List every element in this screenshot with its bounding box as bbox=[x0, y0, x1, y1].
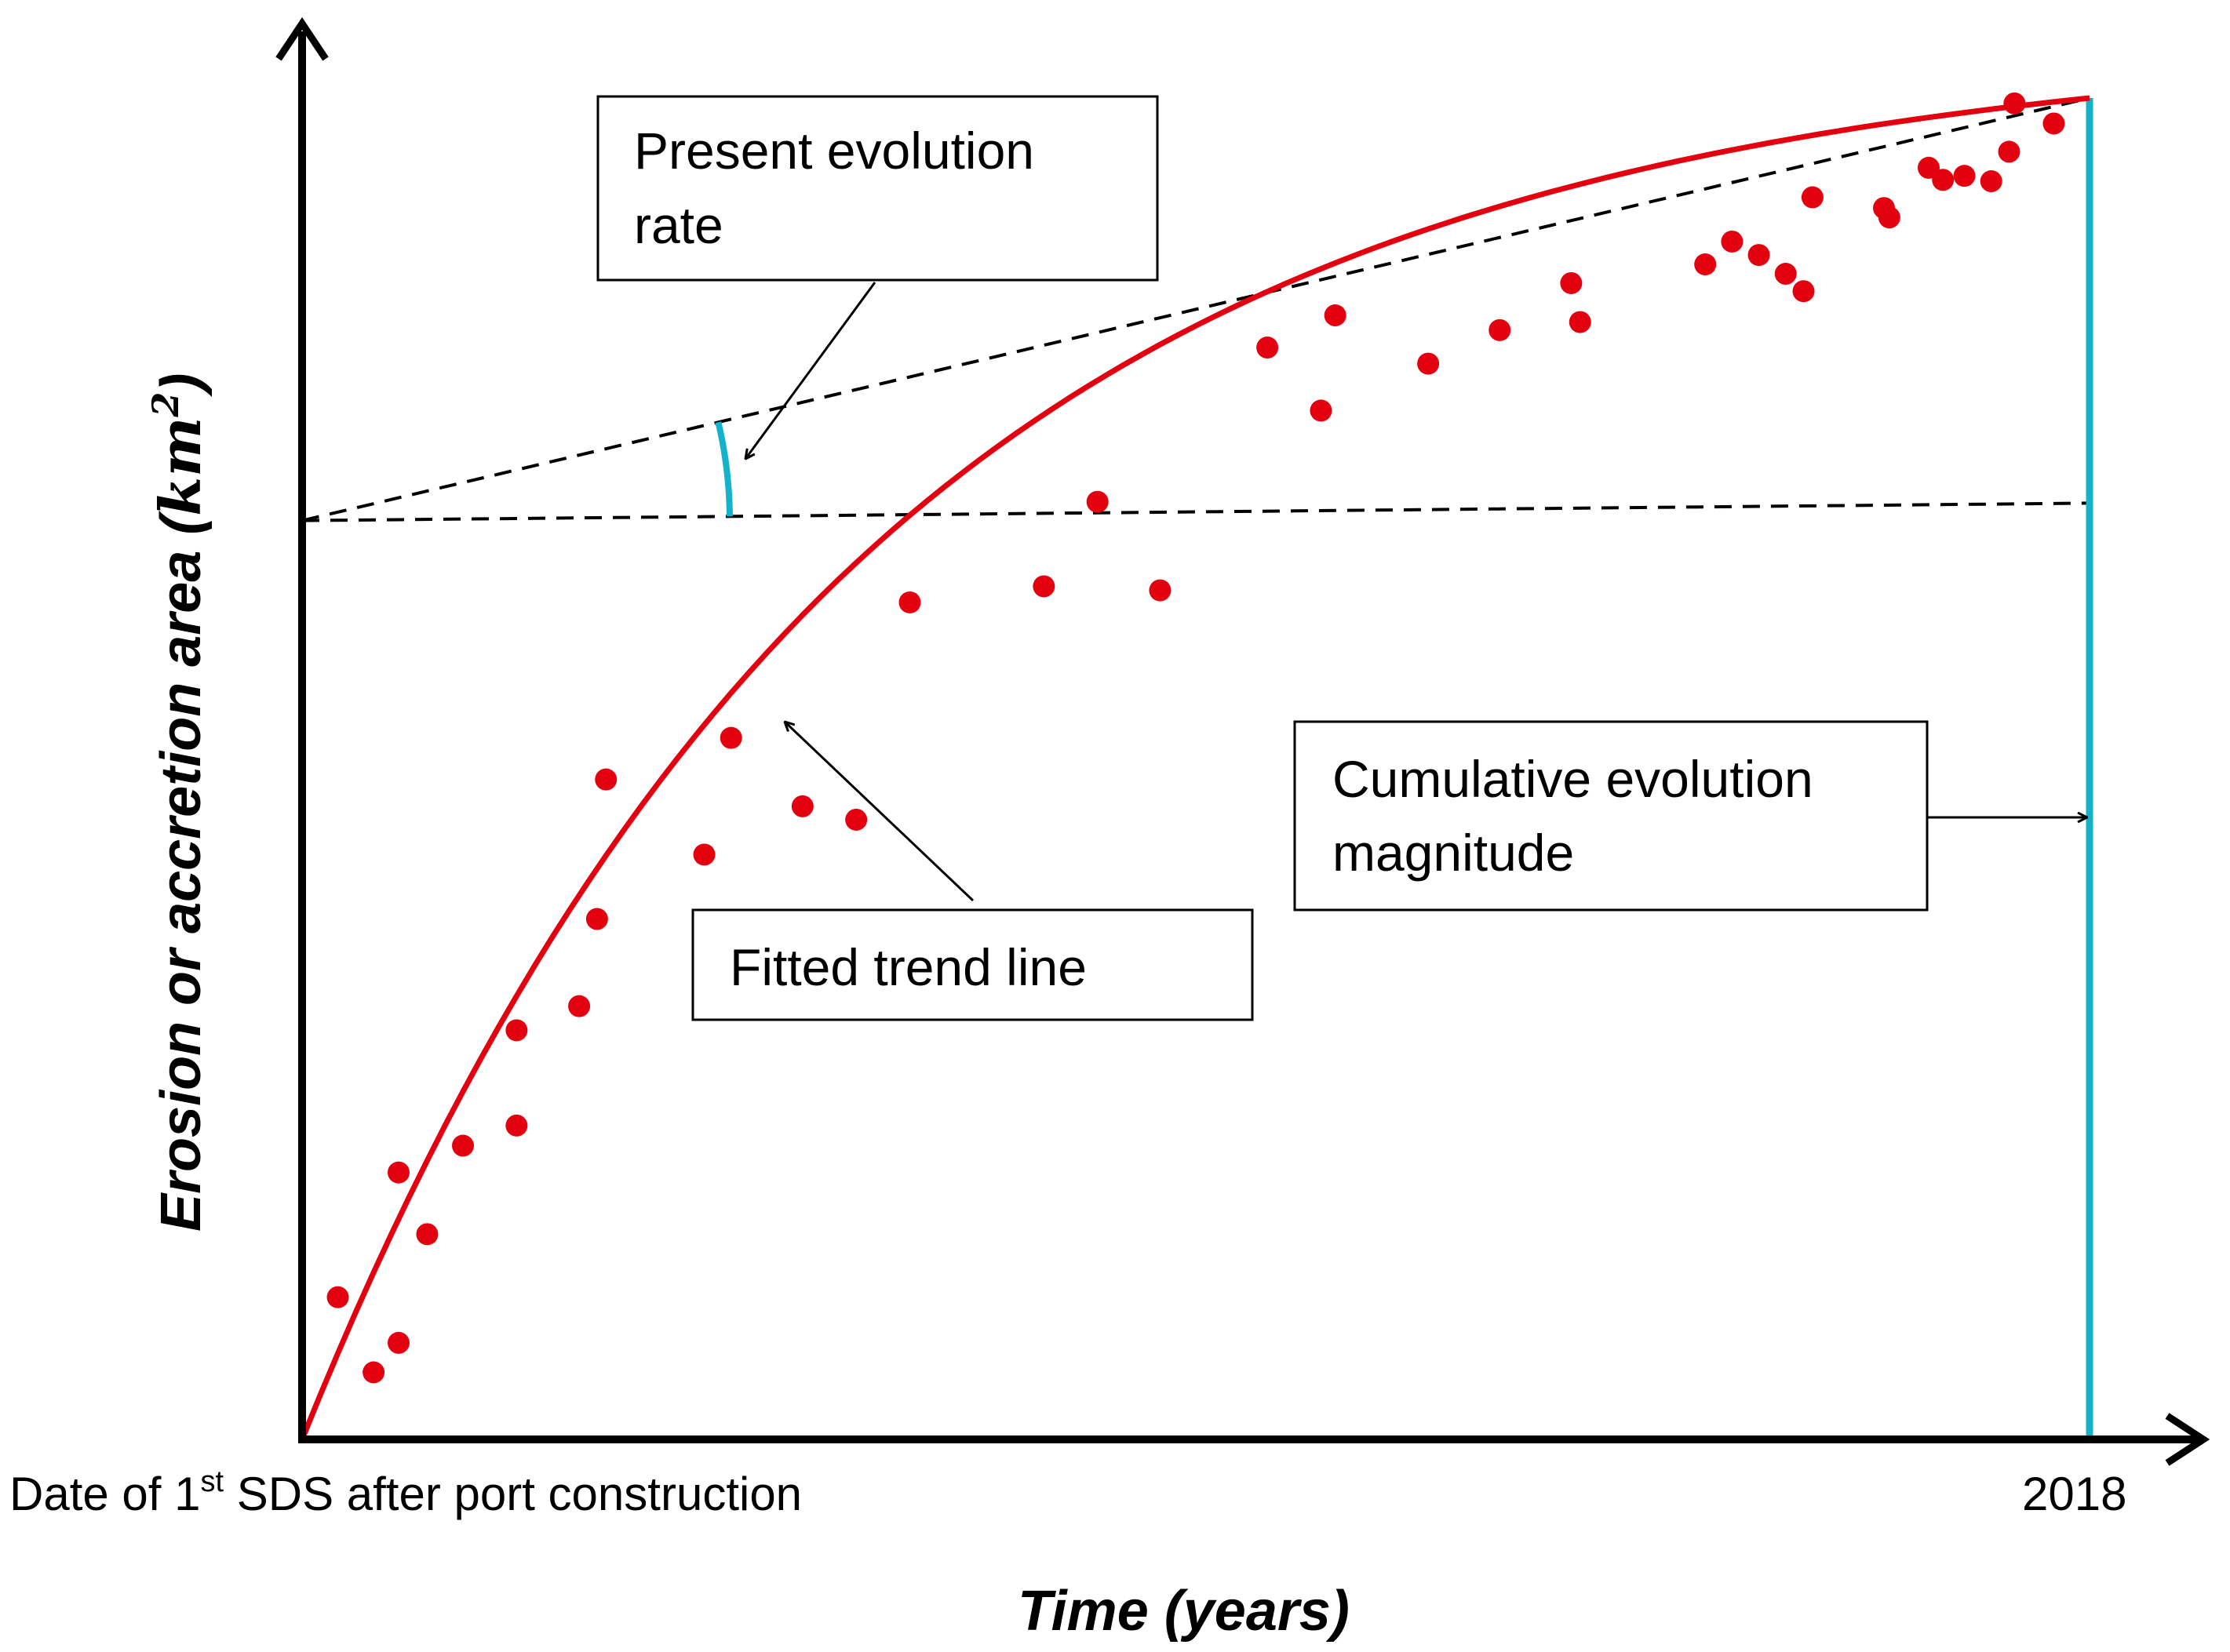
x-tick-start-sup: st bbox=[201, 1465, 224, 1498]
horizontal-reference-dashed-line bbox=[301, 501, 2090, 522]
x-tick-start-prefix: Date of 1 bbox=[9, 1468, 201, 1520]
observation-point bbox=[1917, 156, 1940, 179]
observation-point bbox=[568, 995, 591, 1017]
present-rate-label-line1: Present evolution bbox=[634, 122, 1034, 180]
observation-point bbox=[452, 1134, 475, 1157]
observation-point bbox=[1747, 244, 1770, 267]
observation-point bbox=[1980, 170, 2002, 193]
fitted-trend-curve bbox=[299, 95, 2090, 1441]
observation-point bbox=[1310, 399, 1332, 422]
fitted-trend-label: Fitted trend line bbox=[730, 938, 1087, 996]
observation-point bbox=[2003, 92, 2026, 115]
fitted-trend-box bbox=[691, 908, 1254, 1021]
observation-point bbox=[1488, 318, 1511, 341]
fitted-trend-callout: Fitted trend line bbox=[691, 722, 1254, 1021]
present-rate-box bbox=[596, 95, 1159, 282]
observation-point bbox=[1256, 337, 1279, 359]
observation-point bbox=[1033, 575, 1055, 598]
observation-point bbox=[595, 768, 618, 791]
observation-point bbox=[1721, 230, 1744, 253]
angle-arc bbox=[715, 421, 733, 517]
y-axis-title-main: Erosion or accretion area ( bbox=[150, 511, 213, 1232]
observation-point bbox=[1932, 169, 1955, 191]
cumulative-callout: Cumulative evolution magnitude bbox=[1293, 720, 2087, 912]
y-axis-title-unit: km bbox=[147, 417, 213, 516]
observation-point bbox=[1560, 271, 1583, 294]
observation-point bbox=[720, 726, 742, 749]
observation-point bbox=[1792, 280, 1815, 303]
x-axis-arrowhead bbox=[2165, 1413, 2210, 1466]
observation-point bbox=[388, 1331, 410, 1354]
observation-point bbox=[1149, 579, 1171, 602]
observation-point bbox=[845, 808, 868, 831]
observation-point bbox=[1569, 311, 1591, 333]
axes bbox=[275, 16, 2210, 1466]
observation-point bbox=[1086, 490, 1109, 513]
observation-point bbox=[326, 1286, 349, 1308]
observation-points bbox=[326, 92, 2065, 1384]
observation-point bbox=[585, 908, 608, 930]
present-rate-callout: Present evolution rate bbox=[596, 95, 1159, 459]
present-rate-arrow bbox=[745, 282, 876, 459]
observation-point bbox=[1324, 304, 1346, 327]
observation-point bbox=[363, 1361, 385, 1384]
tangent-dashed-line bbox=[301, 96, 2090, 522]
observation-point bbox=[1417, 352, 1440, 375]
x-tick-end-label: 2018 bbox=[2022, 1468, 2126, 1520]
x-tick-start-suffix: SDS after port construction bbox=[224, 1468, 802, 1520]
y-axis-title: Erosion or accretion area (km2) bbox=[144, 373, 213, 1232]
observation-point bbox=[388, 1161, 410, 1184]
observation-point bbox=[2042, 112, 2065, 135]
present-rate-label-line2: rate bbox=[634, 196, 723, 254]
observation-point bbox=[791, 795, 814, 817]
observation-point bbox=[1953, 165, 1976, 187]
observation-point bbox=[1878, 206, 1900, 229]
observation-point bbox=[505, 1114, 528, 1137]
x-tick-start-label: Date of 1st SDS after port construction bbox=[9, 1465, 802, 1520]
observation-point bbox=[898, 591, 921, 613]
y-axis-arrowhead bbox=[275, 16, 329, 61]
x-axis-title: Time (years) bbox=[1018, 1580, 1350, 1643]
cumulative-label-line2: magnitude bbox=[1332, 824, 1574, 882]
observation-point bbox=[693, 843, 716, 866]
observation-point bbox=[1694, 253, 1717, 276]
cumulative-box bbox=[1293, 720, 1929, 912]
observation-point bbox=[505, 1019, 528, 1042]
observation-point bbox=[1774, 263, 1797, 286]
fitted-trend-arrow bbox=[785, 722, 975, 902]
observation-point bbox=[416, 1223, 439, 1246]
observation-point bbox=[1801, 186, 1824, 209]
observation-point bbox=[1998, 140, 2020, 163]
cumulative-label-line1: Cumulative evolution bbox=[1332, 750, 1813, 808]
y-axis-title-exp: 2 bbox=[144, 392, 187, 418]
